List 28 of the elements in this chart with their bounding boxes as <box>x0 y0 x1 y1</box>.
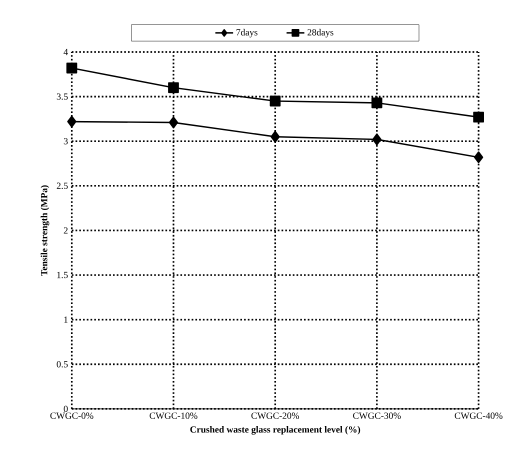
legend-label: 7days <box>236 28 258 38</box>
y-tick-label: 0 <box>64 406 68 412</box>
point <box>168 82 179 94</box>
x-tick-label: CWGC-40% <box>454 412 502 419</box>
point <box>474 151 484 164</box>
x-tick-label: CWGC-30% <box>353 412 401 419</box>
point <box>270 130 280 143</box>
y-tick-label: 2 <box>64 227 68 234</box>
point <box>168 116 178 128</box>
point <box>270 96 281 107</box>
x-tick-label: CWGC-0% <box>50 412 94 419</box>
y-tick-label: 0.5 <box>56 361 68 368</box>
y-tick-label: 1.5 <box>57 272 68 278</box>
x-axis-title: Crushed waste glass replacement level (%) <box>190 426 360 435</box>
point <box>67 116 76 128</box>
y-tick-label: 2.5 <box>56 182 68 190</box>
legend-label: 28days <box>308 28 334 38</box>
y-tick-label: 4 <box>64 48 68 56</box>
point <box>66 62 78 74</box>
y-tick-label: 3.5 <box>56 94 68 100</box>
y-tick-label: 3 <box>64 138 68 144</box>
x-tick-label: CWGC-20% <box>251 412 300 419</box>
point <box>371 97 382 108</box>
y-tick-label: 1 <box>64 316 68 323</box>
point <box>372 134 382 146</box>
point <box>473 112 484 123</box>
x-tick-label: CWGC-10% <box>150 412 198 419</box>
y-axis-title: Tensile strength (MPa) <box>40 185 50 276</box>
